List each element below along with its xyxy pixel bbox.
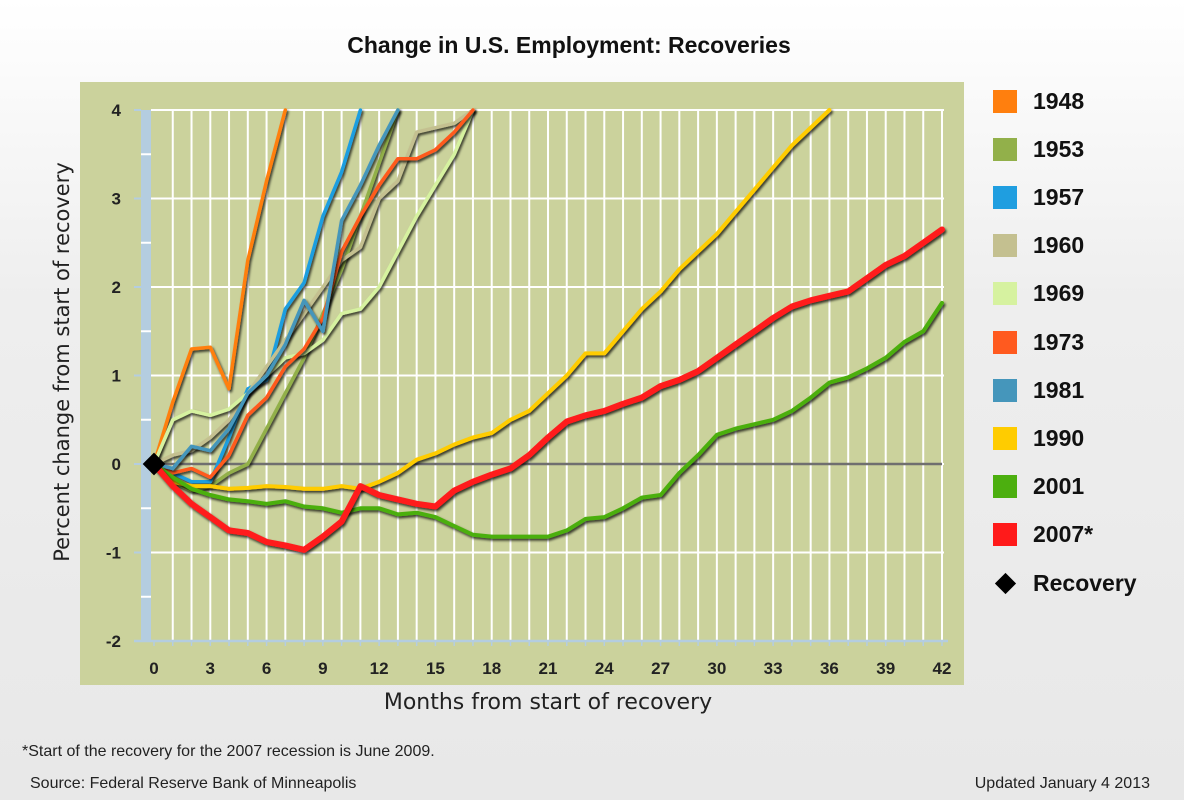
legend-label: 1957 [1033, 183, 1085, 210]
series-line-1969 [152, 108, 475, 466]
series-line-2001 [152, 300, 944, 539]
x-tick-label: 12 [370, 659, 389, 678]
source-note: Source: Federal Reserve Bank of Minneapo… [30, 775, 357, 792]
legend-swatch [993, 330, 1017, 354]
y-tick-label: 1 [112, 367, 121, 386]
y-tick-label: 0 [112, 455, 121, 474]
y-tick-label: 2 [112, 278, 121, 297]
legend-swatch [993, 282, 1017, 306]
series-line-1990 [152, 108, 832, 491]
x-tick-label: 24 [595, 659, 614, 678]
x-tick-label: 30 [707, 659, 726, 678]
legend-label: Recovery [1033, 569, 1137, 596]
x-tick-label: 36 [820, 659, 839, 678]
legend-label: 1981 [1033, 376, 1085, 403]
y-axis-band [141, 110, 151, 641]
legend-swatch [993, 378, 1017, 402]
series-line-1981 [152, 108, 400, 471]
legend-label: 1960 [1033, 232, 1085, 259]
legend-swatch [993, 426, 1017, 450]
y-tick-label: -1 [106, 544, 121, 563]
legend-item-1953: 1953 [993, 134, 1084, 164]
y-tick-label: 4 [112, 101, 122, 120]
legend-item-1957: 1957 [993, 182, 1084, 212]
legend-label: 1973 [1033, 328, 1085, 355]
x-tick-label: 27 [651, 659, 670, 678]
legend-item-recovery: Recovery [993, 568, 1137, 598]
x-tick-label: 42 [933, 659, 952, 678]
x-tick-label: 21 [539, 659, 558, 678]
x-axis-label: Months from start of recovery [383, 690, 713, 715]
legend-swatch [993, 185, 1017, 209]
legend-label: 1948 [1033, 87, 1085, 114]
series-line-1960 [152, 108, 475, 466]
x-tick-label: 39 [876, 659, 895, 678]
legend-swatch [993, 234, 1017, 258]
legend-label: 1969 [1033, 280, 1085, 307]
legend-item-2001: 2001 [993, 472, 1084, 502]
x-tick-label: 18 [482, 659, 501, 678]
y-tick-label: 3 [112, 190, 121, 209]
legend-label: 1990 [1033, 424, 1085, 451]
legend-swatch [993, 89, 1017, 113]
x-tick-label: 33 [764, 659, 783, 678]
updated-date: Updated January 4 2013 [974, 775, 1150, 792]
y-tick-label: -2 [106, 632, 121, 651]
y-axis-label: Percent change from start of recovery [50, 162, 74, 562]
x-tick-label: 3 [206, 659, 215, 678]
diamond-icon [994, 572, 1017, 594]
legend-item-1990: 1990 [993, 423, 1084, 453]
series-line-1973 [152, 108, 475, 480]
legend-item-1969: 1969 [993, 279, 1084, 309]
grid [151, 109, 944, 641]
x-tick-label: 9 [318, 659, 327, 678]
legend-swatch [993, 523, 1017, 547]
legend-item-1948: 1948 [993, 86, 1084, 116]
chart-title: Change in U.S. Employment: Recoveries [347, 32, 791, 58]
legend-swatch [993, 137, 1017, 161]
x-tick-label: 15 [426, 659, 445, 678]
legend-item-2007: 2007* [993, 520, 1093, 550]
legend-swatch [993, 475, 1017, 499]
legend-item-1960: 1960 [993, 231, 1084, 261]
legend-item-1981: 1981 [993, 375, 1084, 405]
series-line-2007 [151, 226, 945, 553]
legend-label: 1953 [1033, 135, 1085, 162]
footnote: *Start of the recovery for the 2007 rece… [22, 743, 435, 760]
series-line-1948 [152, 108, 288, 466]
legend-item-1973: 1973 [993, 327, 1084, 357]
series-lines [151, 108, 945, 553]
legend-label: 2001 [1033, 473, 1085, 500]
legend-label: 2007* [1033, 521, 1094, 548]
x-tick-label: 0 [149, 659, 158, 678]
x-tick-label: 6 [262, 659, 271, 678]
